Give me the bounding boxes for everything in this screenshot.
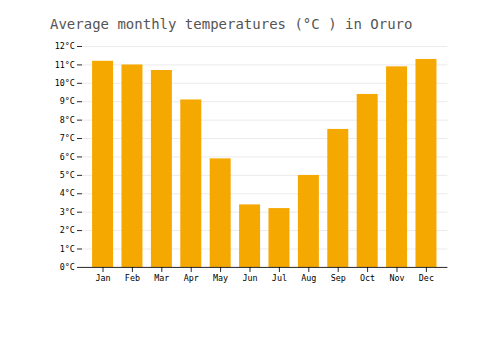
svg-text:Dec: Dec xyxy=(419,273,434,283)
svg-text:Nov: Nov xyxy=(389,273,404,283)
html-text:Average monthly temperatures (: Average monthly temperatures (°C ) in Or… xyxy=(50,16,413,32)
svg-text:Aug: Aug xyxy=(301,273,316,283)
svg-text:Jun: Jun xyxy=(242,273,257,283)
svg-text:0°C: 0°C xyxy=(60,262,75,272)
svg-text:Apr: Apr xyxy=(184,273,199,283)
svg-text:May: May xyxy=(213,273,228,283)
svg-text:Oct: Oct xyxy=(360,273,375,283)
svg-text:10°C: 10°C xyxy=(55,78,75,88)
svg-text:4°C: 4°C xyxy=(60,188,75,198)
svg-text:Sep: Sep xyxy=(331,273,346,283)
svg-text:Jul: Jul xyxy=(272,273,287,283)
svg-text:Jan: Jan xyxy=(95,273,110,283)
svg-text:6°C: 6°C xyxy=(60,152,75,162)
svg-text:1°C: 1°C xyxy=(60,244,75,254)
svg-text:Mar: Mar xyxy=(154,273,169,283)
svg-text:2°C: 2°C xyxy=(60,225,75,235)
svg-text:9°C: 9°C xyxy=(60,96,75,106)
svg-text:5°C: 5°C xyxy=(60,170,75,180)
svg-text:7°C: 7°C xyxy=(60,133,75,143)
svg-text:12°C: 12°C xyxy=(55,41,75,51)
svg-text:8°C: 8°C xyxy=(60,115,75,125)
svg-text:3°C: 3°C xyxy=(60,207,75,217)
svg-text:Feb: Feb xyxy=(125,273,140,283)
svg-text:11°C: 11°C xyxy=(55,60,75,70)
